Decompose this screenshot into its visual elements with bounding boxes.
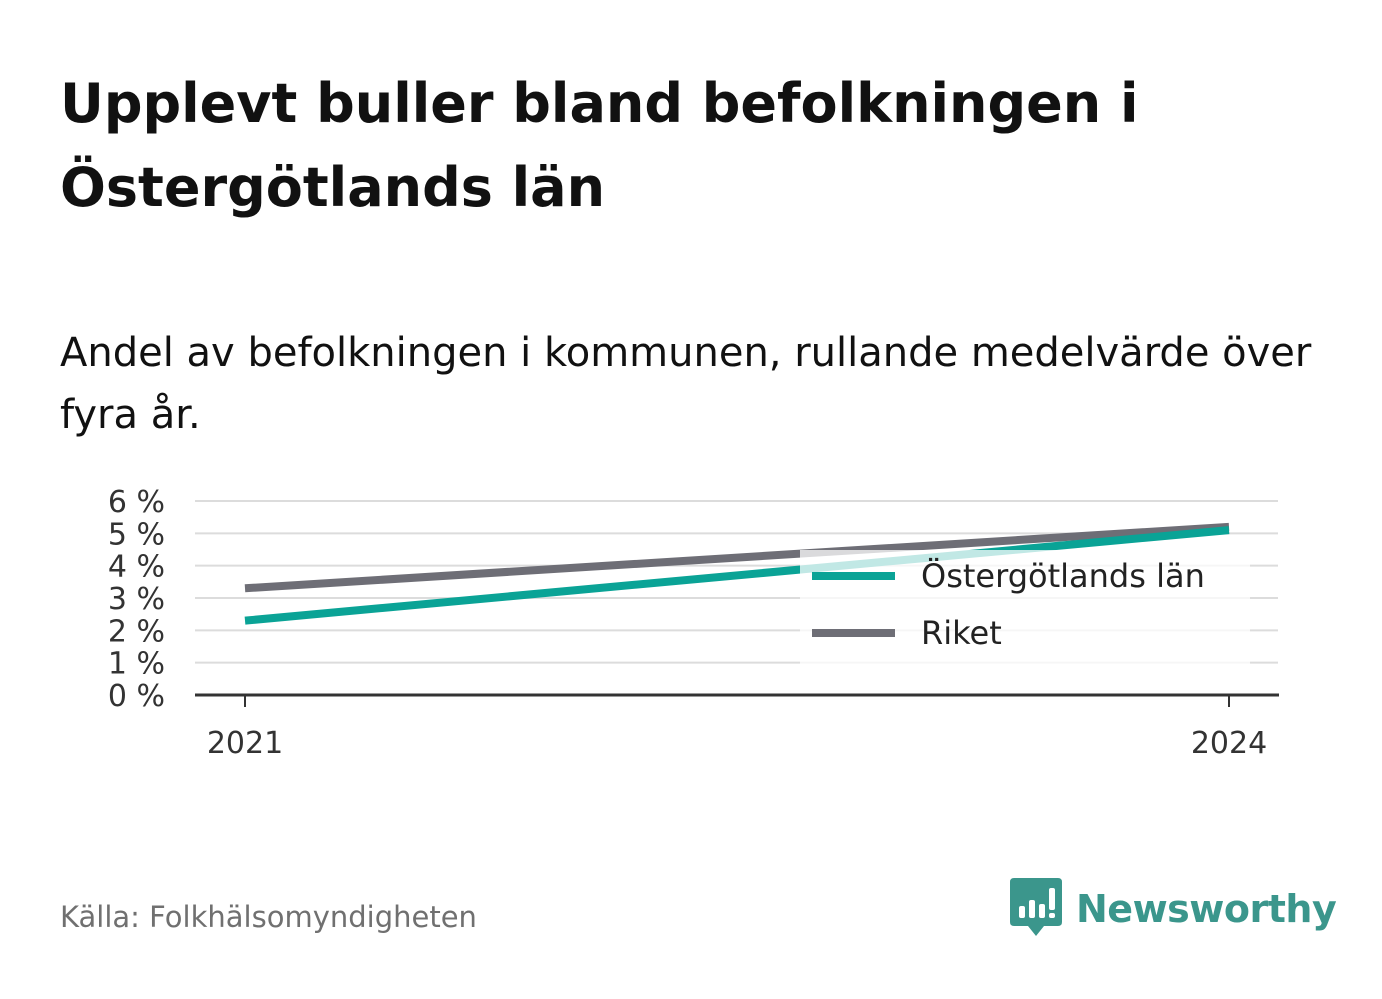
y-tick-label: 5 % <box>108 517 165 552</box>
line-chart: 0 %1 %2 %3 %4 %5 %6 % Östergötlands län R… <box>108 485 1279 761</box>
series-lines <box>244 522 1230 625</box>
legend-label: Östergötlands län <box>921 557 1205 595</box>
brand-name: Newsworthy <box>1076 887 1337 931</box>
x-tick-label: 2021 <box>207 726 283 761</box>
y-tick-label: 3 % <box>108 582 165 617</box>
series-line-region <box>244 526 1230 625</box>
y-tick-label: 2 % <box>108 614 165 649</box>
y-tick-label: 4 % <box>108 550 165 585</box>
y-tick-label: 0 % <box>108 679 165 714</box>
legend: Östergötlands län Riket <box>812 557 1205 652</box>
x-tick-label: 2024 <box>1191 726 1267 761</box>
legend-background <box>800 550 1250 680</box>
series-line-riket <box>244 522 1230 593</box>
y-axis-ticks: 0 %1 %2 %3 %4 %5 %6 % <box>108 485 165 714</box>
bar-chart-speech-bubble-icon <box>1010 878 1062 936</box>
brand-logo: Newsworthy <box>1010 878 1337 940</box>
chart-title: Upplevt buller bland befolkningen i Öste… <box>60 72 1139 219</box>
x-axis-ticks: 2021 2024 <box>207 695 1267 761</box>
chart-subtitle: Andel av befolkningen i kommunen, rullan… <box>60 330 1312 438</box>
y-tick-label: 6 % <box>108 485 165 520</box>
y-tick-label: 1 % <box>108 647 165 682</box>
legend-label: Riket <box>921 614 1002 652</box>
source-note: Källa: Folkhälsomyndigheten <box>60 900 477 934</box>
